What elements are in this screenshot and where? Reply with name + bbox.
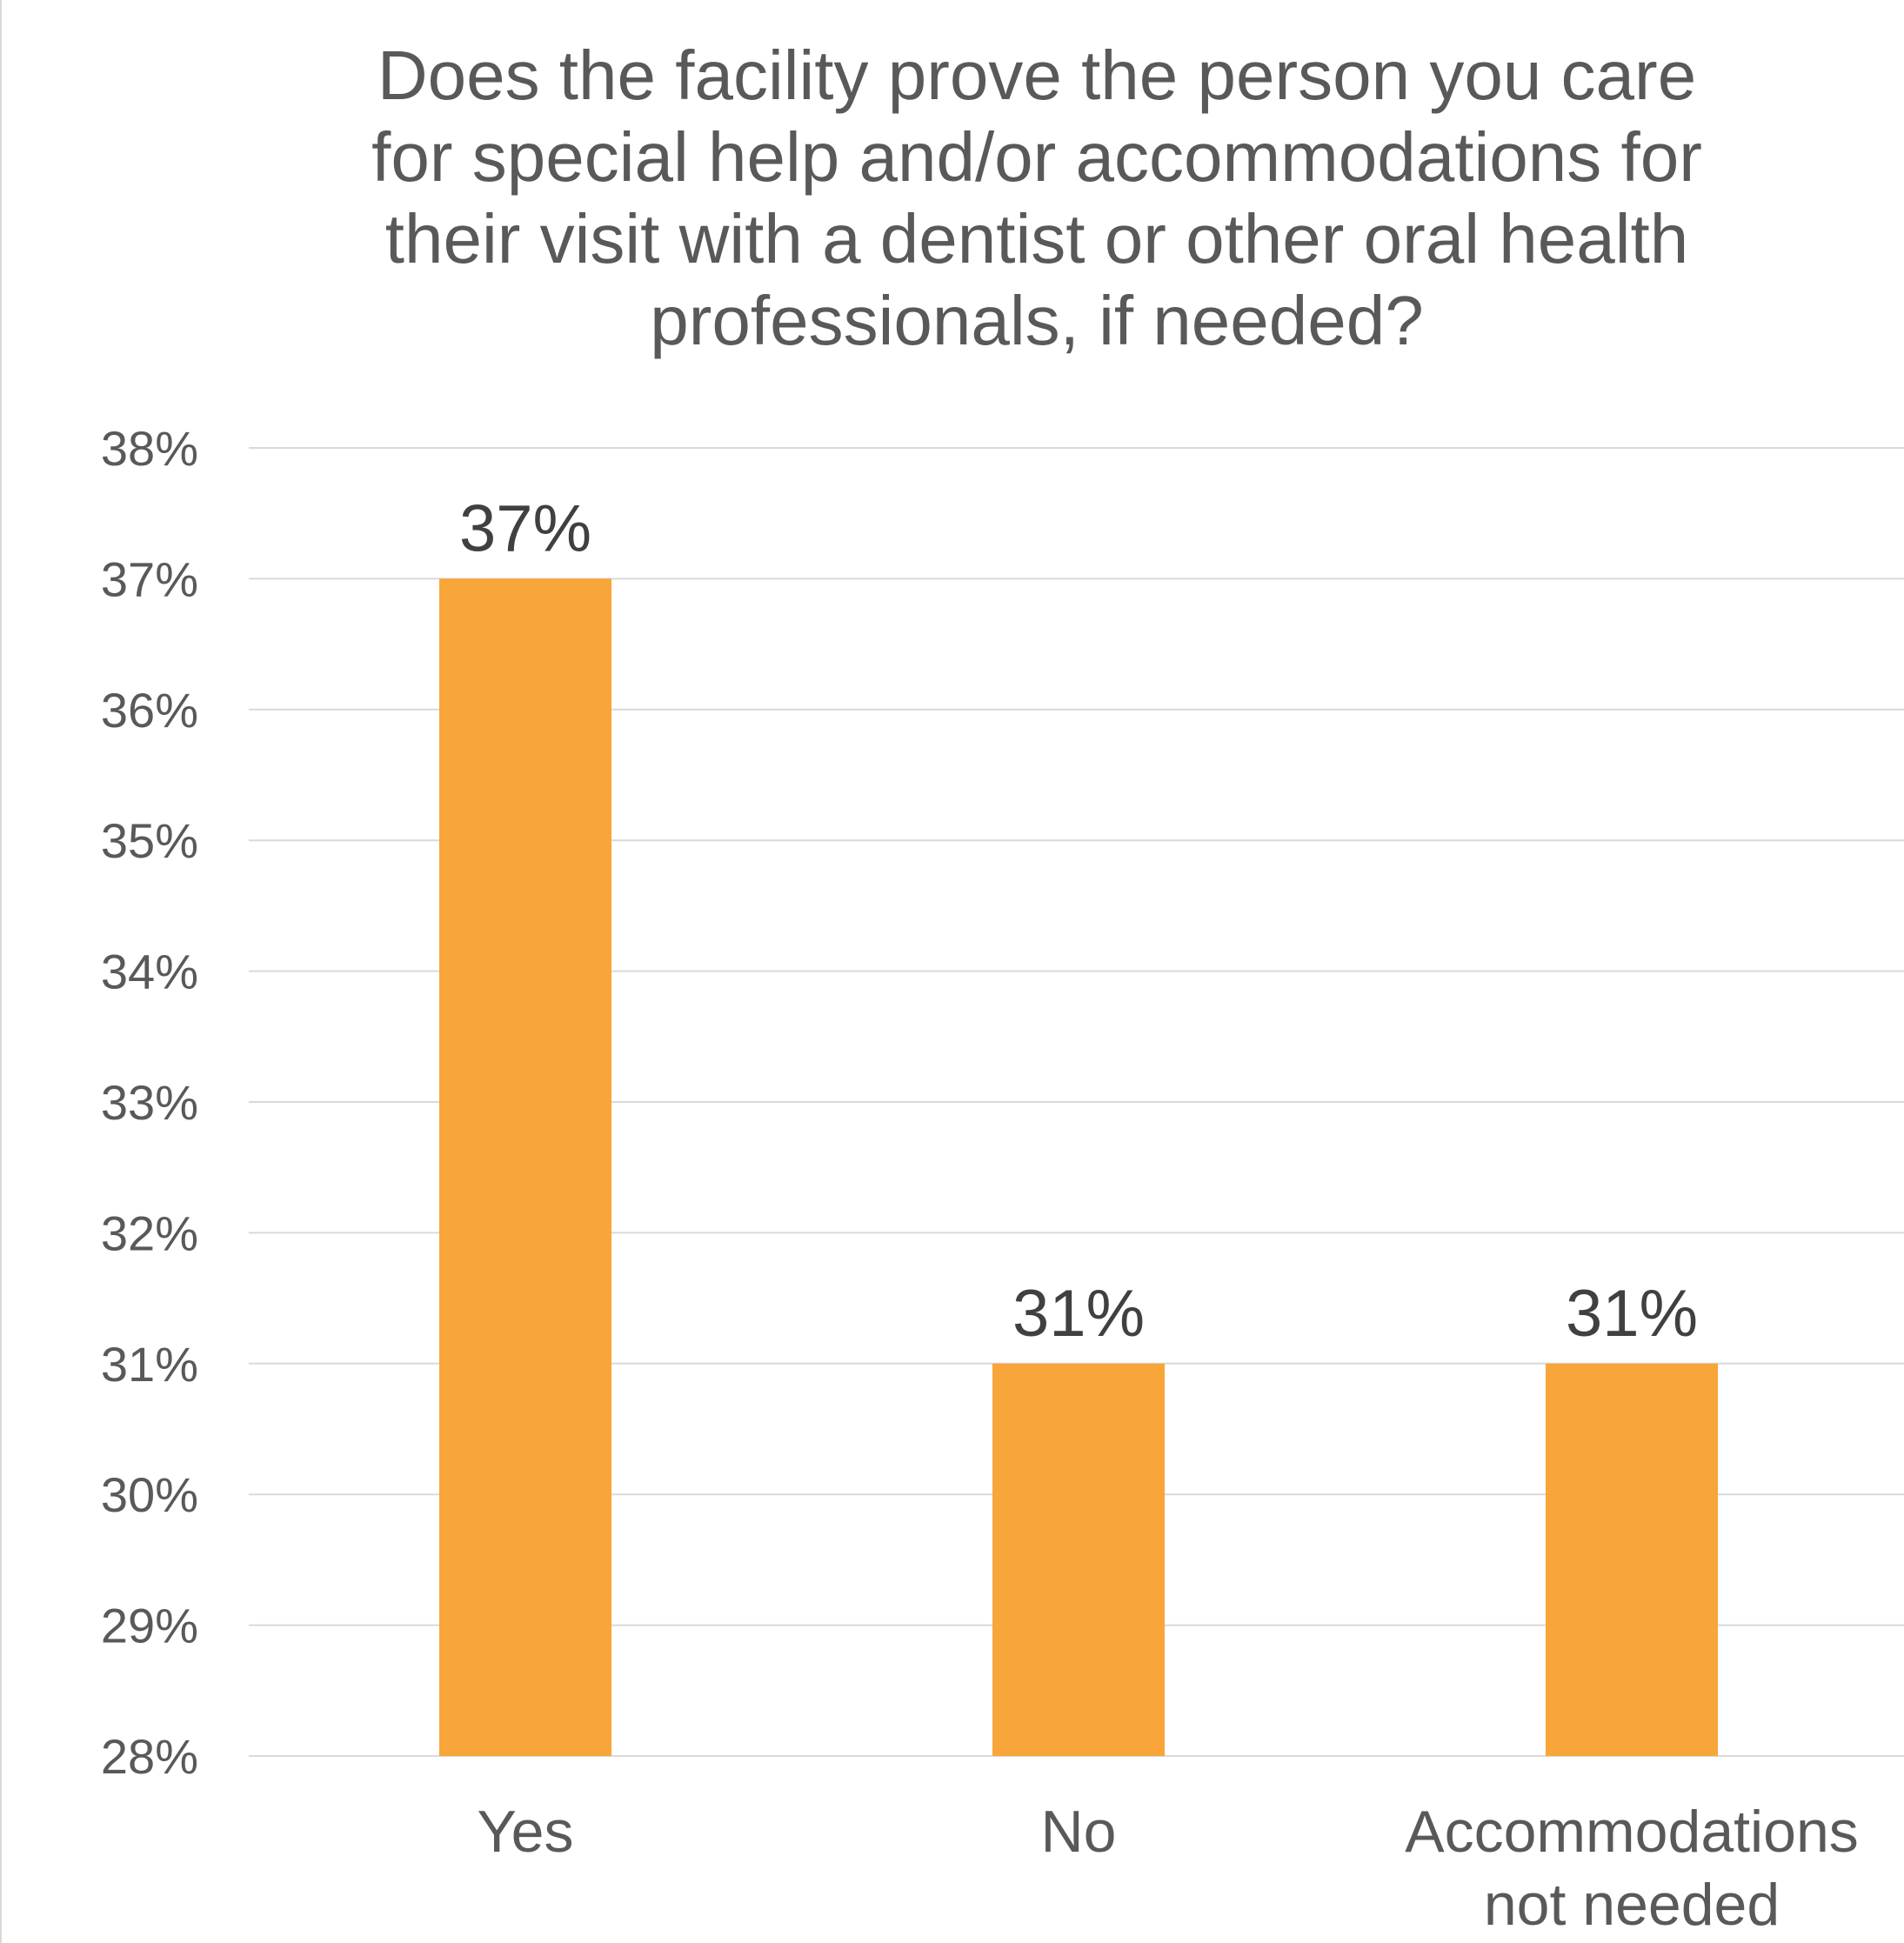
bars [439, 578, 1718, 1756]
y-tick-label: 30% [101, 1467, 198, 1522]
y-tick-label: 28% [101, 1729, 198, 1784]
data-label: 37% [459, 491, 591, 565]
data-labels: 37% 31% 31% [459, 491, 1698, 1350]
category-label: Accommodations not needed [1405, 1799, 1859, 1938]
y-tick-label: 38% [101, 421, 198, 476]
y-tick-label: 34% [101, 945, 198, 999]
data-label: 31% [1012, 1277, 1145, 1351]
y-axis-ticks: 28% 29% 30% 31% 32% 33% 34% 35% 36% 37% 38% [101, 421, 198, 1784]
y-tick-label: 29% [101, 1599, 198, 1653]
category-label: Yes [478, 1799, 574, 1865]
chart-title: Does the facility prove the person you c… [371, 37, 1702, 359]
y-tick-label: 33% [101, 1075, 198, 1130]
bar-yes [439, 578, 611, 1756]
category-label-line: Yes [478, 1799, 574, 1865]
y-tick-label: 32% [101, 1205, 198, 1260]
y-tick-label: 37% [101, 551, 198, 606]
category-label: No [1041, 1799, 1117, 1865]
data-label: 31% [1566, 1277, 1698, 1351]
category-label-line: Accommodations [1405, 1799, 1859, 1865]
category-label-line: not needed [1484, 1872, 1780, 1938]
bar-no [992, 1363, 1165, 1756]
x-axis-categories: Yes No Accommodations not needed [478, 1799, 1859, 1938]
category-label-line: No [1041, 1799, 1117, 1865]
y-tick-label: 36% [101, 683, 198, 738]
bar-accommodations-not-needed [1546, 1363, 1718, 1756]
y-tick-label: 31% [101, 1337, 198, 1392]
y-tick-label: 35% [101, 813, 198, 868]
